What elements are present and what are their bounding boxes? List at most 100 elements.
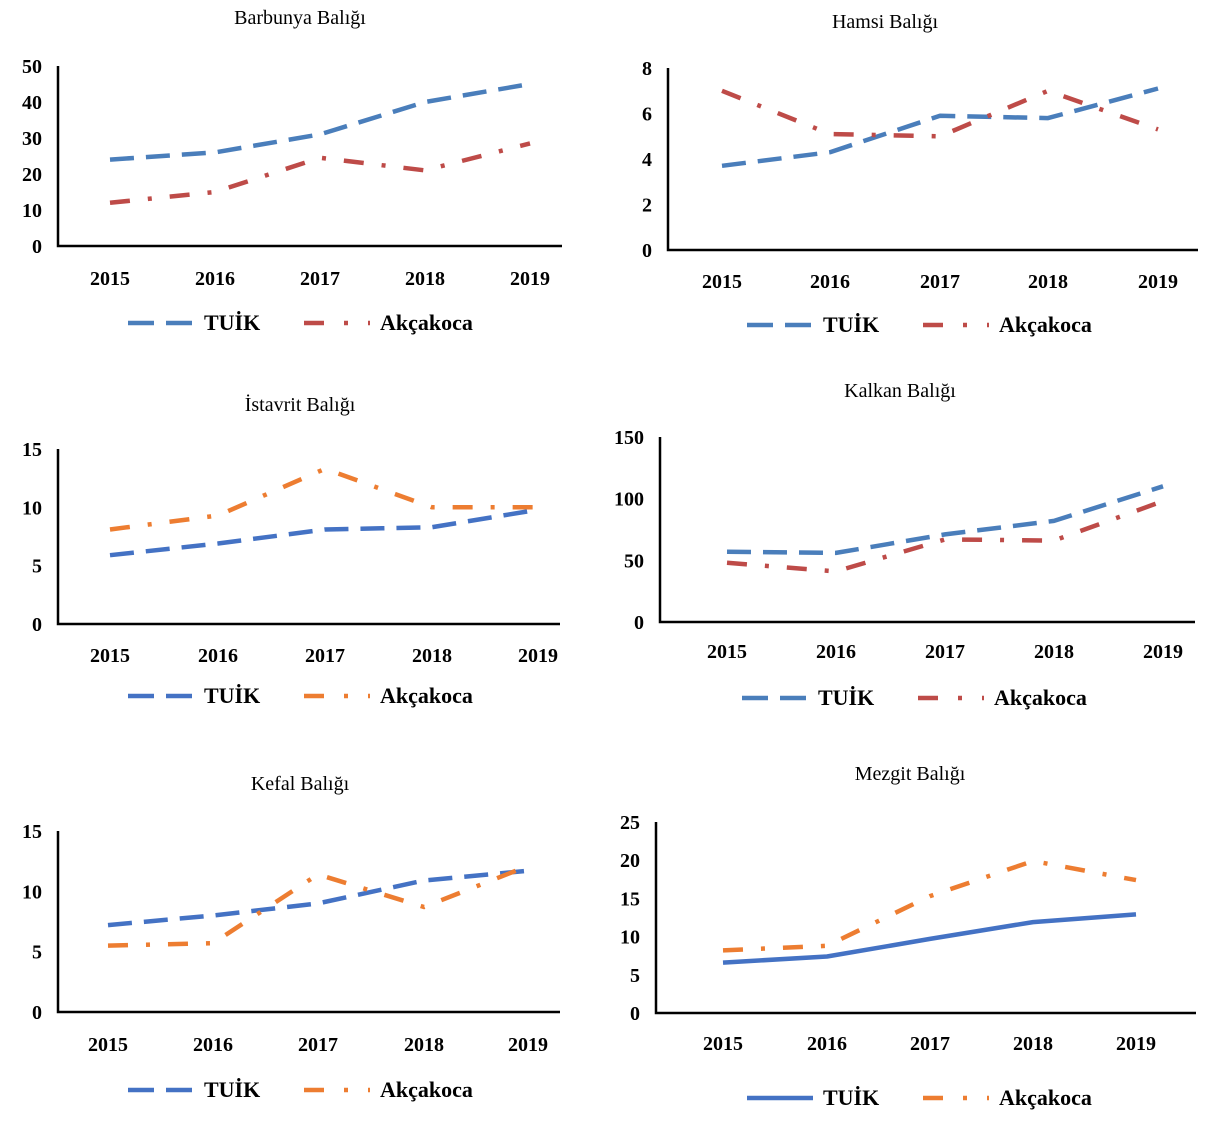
legend-label-tuik: TUİK (204, 1077, 260, 1102)
y-tick-label: 100 (614, 489, 644, 511)
y-tick-label: 25 (620, 812, 640, 834)
y-tick-label: 50 (624, 550, 644, 572)
legend-label-akcakoca: Akçakoca (999, 1085, 1092, 1110)
y-tick-label: 2 (642, 195, 652, 217)
y-tick-label: 6 (642, 104, 652, 126)
y-tick-label: 8 (642, 58, 652, 80)
legend-label-tuik: TUİK (204, 683, 260, 708)
x-tick-label: 2018 (1028, 271, 1068, 293)
chart-panel-kefal-baligi: Kefal Balığı 0 5 10 15 2015 2016 2017 2018 2019 TU… (22, 773, 560, 1102)
axes (56, 449, 560, 626)
x-tick-label: 2016 (195, 268, 235, 290)
chart-title: Kefal Balığı (251, 773, 350, 795)
y-tick-label: 30 (22, 128, 42, 150)
x-tick-label: 2019 (518, 645, 558, 667)
chart-panel-kalkan-baligi: Kalkan Balığı 0 50 100 150 2015 2016 2017 2018 20… (614, 380, 1195, 710)
y-tick-label: 4 (642, 149, 652, 171)
y-tick-label: 20 (620, 850, 640, 872)
legend-label-akcakoca: Akçakoca (380, 683, 473, 708)
x-tick-label: 2018 (1034, 641, 1074, 663)
series-line-akcakoca (109, 141, 531, 206)
y-tick-label: 15 (22, 439, 42, 461)
axes (654, 822, 1196, 1015)
series-line-tuik (109, 81, 531, 162)
y-tick-label: 20 (22, 164, 42, 186)
y-tick-label: 0 (630, 1003, 640, 1025)
legend-label-tuik: TUİK (204, 310, 260, 335)
y-tick-label: 10 (22, 497, 42, 519)
series-line-akcakoca (109, 466, 538, 532)
axes (56, 66, 562, 248)
series-line-tuik (722, 912, 1137, 965)
series-line-tuik (726, 484, 1164, 556)
x-tick-label: 2015 (90, 645, 130, 667)
y-tick-label: 0 (642, 240, 652, 262)
x-tick-label: 2019 (1116, 1033, 1156, 1055)
axes (56, 831, 560, 1014)
series-line-tuik (107, 868, 529, 928)
legend-label-tuik: TUİK (818, 685, 874, 710)
chart-panel-hamsi-baligi: Hamsi Balığı 0 2 4 6 8 2015 2016 2017 2018 2019 TUİ… (642, 11, 1198, 337)
x-tick-label: 2017 (925, 641, 965, 663)
axes (658, 437, 1195, 624)
x-tick-label: 2015 (702, 271, 742, 293)
chart-title: Kalkan Balığı (844, 380, 956, 402)
x-tick-label: 2015 (707, 641, 747, 663)
x-tick-label: 2016 (198, 645, 238, 667)
x-tick-label: 2015 (703, 1033, 743, 1055)
axes (666, 68, 1198, 252)
x-tick-label: 2018 (404, 1034, 444, 1056)
x-tick-label: 2018 (405, 268, 445, 290)
chart-title: Mezgit Balığı (855, 763, 966, 785)
series-line-akcakoca (726, 498, 1164, 574)
chart-panel-mezgit-baligi: Mezgit Balığı 0 5 10 15 20 25 2015 2016 2017 2018 2… (620, 763, 1196, 1110)
legend-label-tuik: TUİK (823, 312, 879, 337)
y-tick-label: 5 (630, 965, 640, 987)
chart-title: Hamsi Balığı (832, 11, 939, 33)
x-tick-label: 2016 (810, 271, 850, 293)
x-tick-label: 2016 (816, 641, 856, 663)
x-tick-label: 2015 (90, 268, 130, 290)
y-tick-label: 0 (32, 1002, 42, 1024)
chart-title: Barbunya Balığı (234, 7, 366, 29)
y-tick-label: 15 (22, 821, 42, 843)
y-tick-label: 0 (32, 236, 42, 258)
series-line-tuik (721, 86, 1159, 169)
series-line-tuik (109, 507, 539, 558)
series-line-akcakoca (107, 863, 529, 948)
y-tick-label: 50 (22, 56, 42, 78)
x-tick-label: 2016 (807, 1033, 847, 1055)
x-tick-label: 2017 (910, 1033, 950, 1055)
y-tick-label: 40 (22, 92, 42, 114)
x-tick-label: 2019 (508, 1034, 548, 1056)
series-line-akcakoca (721, 88, 1159, 139)
x-tick-label: 2015 (88, 1034, 128, 1056)
x-tick-label: 2017 (298, 1034, 338, 1056)
x-tick-label: 2018 (412, 645, 452, 667)
chart-panel-istavrit-baligi: İstavrit Balığı 0 5 10 15 2015 2016 2017 2018 201… (22, 393, 560, 708)
x-tick-label: 2019 (510, 268, 550, 290)
legend-label-akcakoca: Akçakoca (380, 1077, 473, 1102)
series-line-akcakoca (722, 858, 1137, 953)
y-tick-label: 5 (32, 556, 42, 578)
legend-label-tuik: TUİK (823, 1085, 879, 1110)
x-tick-label: 2016 (193, 1034, 233, 1056)
y-tick-label: 150 (614, 427, 644, 449)
y-tick-label: 0 (32, 614, 42, 636)
chart-panel-barbunya-baligi: Barbunya Balığı 0 10 20 30 40 50 2015 2016 2017 20… (22, 7, 562, 335)
y-tick-label: 15 (620, 888, 640, 910)
y-tick-label: 10 (22, 200, 42, 222)
y-tick-label: 5 (32, 942, 42, 964)
x-tick-label: 2018 (1013, 1033, 1053, 1055)
y-tick-label: 0 (634, 612, 644, 634)
x-tick-label: 2019 (1138, 271, 1178, 293)
legend-label-akcakoca: Akçakoca (380, 310, 473, 335)
legend-label-akcakoca: Akçakoca (994, 685, 1087, 710)
legend-label-akcakoca: Akçakoca (999, 312, 1092, 337)
x-tick-label: 2017 (920, 271, 960, 293)
x-tick-label: 2017 (300, 268, 340, 290)
chart-title: İstavrit Balığı (245, 393, 356, 416)
x-tick-label: 2019 (1143, 641, 1183, 663)
x-tick-label: 2017 (305, 645, 345, 667)
